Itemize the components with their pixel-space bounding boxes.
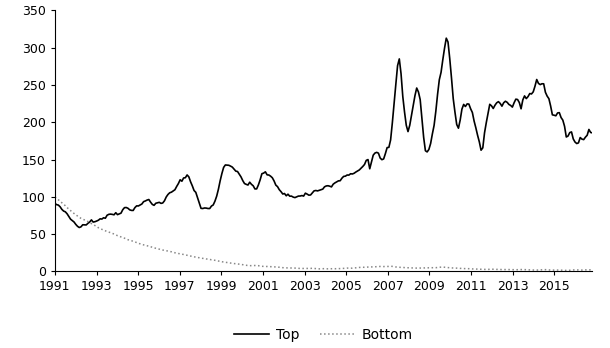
Bottom: [81, 218, 88, 222]
Top: [260, 171, 267, 175]
Bottom: [592, 268, 600, 272]
Line: Top: Top: [55, 38, 596, 228]
Top: [592, 130, 600, 134]
Top: [394, 64, 401, 68]
Bottom: [258, 264, 265, 268]
Bottom: [343, 266, 351, 270]
Bottom: [182, 253, 189, 257]
Bottom: [392, 265, 400, 269]
Legend: Top, Bottom: Top, Bottom: [228, 323, 418, 348]
Bottom: [184, 253, 191, 258]
Top: [443, 36, 450, 40]
Line: Bottom: Bottom: [55, 197, 596, 270]
Top: [345, 173, 353, 177]
Bottom: [51, 195, 59, 199]
Top: [82, 223, 90, 227]
Bottom: [564, 268, 572, 272]
Top: [184, 173, 191, 177]
Top: [185, 175, 193, 179]
Top: [76, 226, 83, 230]
Top: [51, 201, 59, 206]
